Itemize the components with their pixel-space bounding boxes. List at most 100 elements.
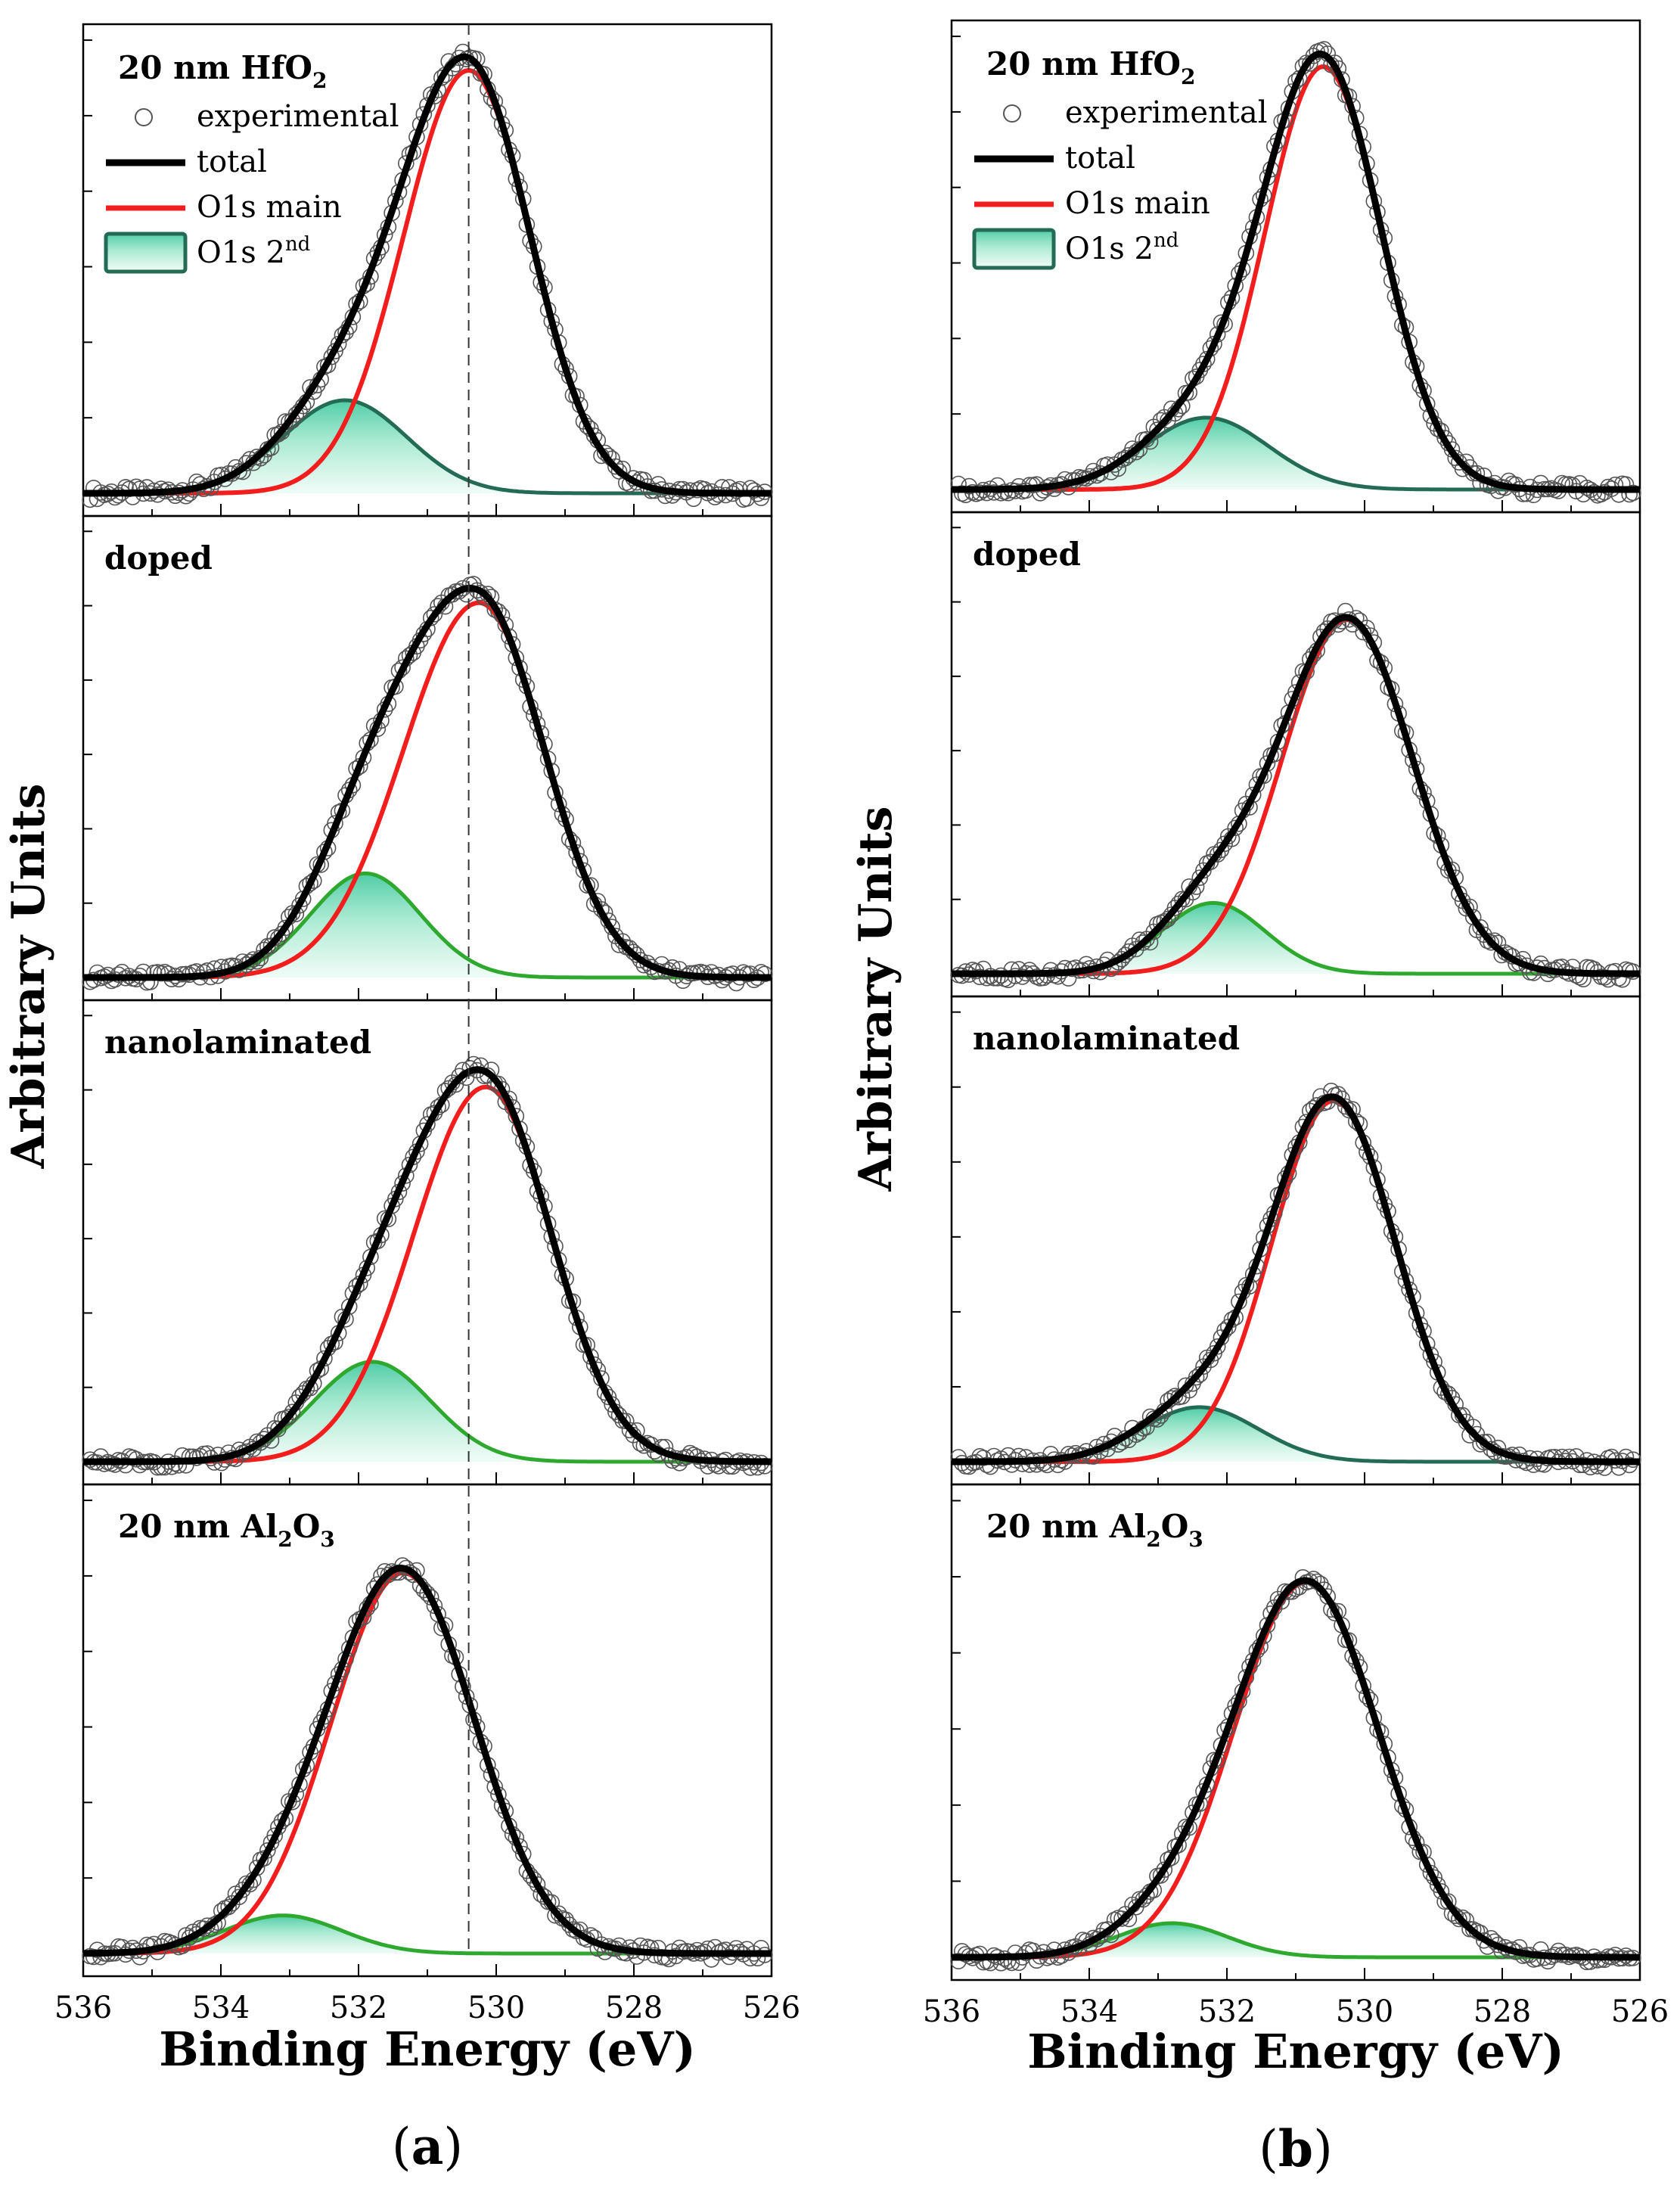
experimental-point (277, 919, 294, 937)
experimental-point (1135, 934, 1151, 951)
main-component-line (83, 1571, 772, 1956)
figure-b: 20 nm HfO2 experimental total O1s main O1s 2… (849, 19, 1669, 2178)
panel-0-0: 20 nm HfO2 experimental total O1s main O1s 2… (82, 23, 773, 518)
second-component-fill (952, 1922, 1640, 1957)
panel-label: 20 nm Al2O3 (118, 1508, 335, 1552)
legend-label: O1s main (197, 190, 342, 225)
panel-frame (950, 1483, 1641, 1982)
panel-1-2: nanolaminated (950, 995, 1641, 1486)
experimental-point (1472, 919, 1489, 936)
experimental-point (472, 584, 489, 601)
experimental-point (1021, 1456, 1038, 1473)
experimental-point (433, 70, 450, 86)
x-tick-label: 528 (1473, 1994, 1531, 2029)
second-component-fill (83, 400, 772, 493)
total-line (82, 53, 772, 497)
legend-label: total (197, 145, 267, 179)
panel-1-3: 20 nm Al2O3 (950, 1483, 1641, 1982)
x-tick-label: 536 (923, 1994, 980, 2029)
experimental-point (170, 1457, 188, 1474)
legend-marker-circle (1003, 104, 1021, 123)
y-axis-label: Arbitrary Units (2, 784, 55, 1170)
panel-1-0: 20 nm HfO2 experimental total O1s main O1s 2… (950, 19, 1641, 514)
second-component-fill (952, 418, 1640, 490)
panel-frame (950, 995, 1641, 1486)
panel-label: nanolaminated (973, 1020, 1240, 1057)
panel-frame (82, 1483, 773, 1978)
experimental-point (256, 1431, 272, 1447)
experimental-point (284, 1403, 301, 1420)
experimental-point (607, 458, 624, 475)
experimental-point (1483, 934, 1499, 951)
panel-0-2: nanolaminated (82, 999, 773, 1486)
experimental-point (220, 1898, 238, 1916)
main-component-line (952, 64, 1640, 492)
panel-1-1: doped (950, 511, 1641, 998)
experimental-point (1138, 430, 1155, 448)
legend-label: O1s 2nd (197, 233, 310, 270)
experimental-point (1227, 819, 1244, 837)
panel-label: 20 nm Al2O3 (986, 1508, 1203, 1552)
x-tick-label: 530 (1336, 1994, 1393, 2029)
experimental-point (281, 1408, 297, 1425)
panel-0-3: 20 nm Al2O3 (82, 1483, 773, 1978)
experimental-point (978, 484, 995, 502)
experimental-point (1177, 1377, 1194, 1394)
panel-0-1: doped (82, 514, 773, 1002)
panel-label: nanolaminated (104, 1024, 371, 1061)
legend-marker-second (104, 232, 188, 274)
legend-label: total (1065, 141, 1135, 176)
legend-label: O1s main (1065, 186, 1210, 221)
y-axis-label: Arbitrary Units (849, 807, 902, 1192)
x-tick-label: 532 (330, 1991, 387, 2025)
experimental-points (950, 1569, 1641, 1972)
legend-marker-circle (135, 108, 153, 126)
experimental-point (756, 965, 773, 983)
experimental-point (430, 1099, 446, 1116)
legend-label: experimental (197, 99, 399, 134)
x-tick-label: 532 (1198, 1994, 1256, 2029)
experimental-point (1156, 1861, 1173, 1878)
second-component-fill (83, 1915, 772, 1954)
total-line (951, 614, 1641, 978)
x-axis-label: Binding Energy (eV) (1027, 2024, 1564, 2079)
x-tick-label: 534 (192, 1991, 250, 2025)
x-tick-label: 526 (743, 1991, 800, 2025)
panel-label: 20 nm HfO2 (118, 49, 328, 93)
experimental-point (132, 480, 148, 498)
experimental-point (696, 480, 713, 498)
experimental-point (1464, 1921, 1482, 1938)
legend: experimental total O1s main O1s 2nd (972, 95, 1268, 270)
x-tick-label: 528 (605, 1991, 663, 2025)
experimental-point (1028, 1456, 1045, 1473)
experimental-point (1209, 1338, 1226, 1355)
total-line (82, 585, 772, 981)
experimental-point (245, 951, 262, 968)
panel-label: doped (104, 539, 213, 577)
experimental-point (195, 1920, 213, 1937)
experimental-point (621, 1422, 638, 1439)
experimental-point (1191, 869, 1209, 886)
experimental-point (270, 426, 287, 443)
total-line (82, 1066, 772, 1466)
second-component-fill (952, 1407, 1640, 1462)
experimental-point (1149, 421, 1166, 439)
experimental-point (1113, 1910, 1130, 1927)
main-component-line (952, 1580, 1640, 1960)
x-axis-label: Binding Energy (eV) (159, 2022, 696, 2077)
experimental-point (1309, 1097, 1325, 1114)
legend-label: experimental (1065, 95, 1268, 130)
figure-a: 20 nm HfO2 experimental total O1s main O1s 2… (2, 23, 800, 2176)
experimental-point (1163, 1849, 1180, 1867)
experimental-point (1337, 1098, 1354, 1115)
panel-label: 20 nm HfO2 (986, 45, 1196, 89)
figure-label: (a) (392, 2117, 463, 2176)
experimental-points (950, 41, 1641, 504)
figure-label: (b) (1259, 2119, 1333, 2178)
experimental-point (380, 1566, 397, 1584)
legend-label: O1s 2nd (1065, 229, 1178, 266)
x-tick-label: 526 (1611, 1994, 1669, 2029)
legend: experimental total O1s main O1s 2nd (104, 99, 399, 274)
experimental-points (950, 602, 1641, 988)
